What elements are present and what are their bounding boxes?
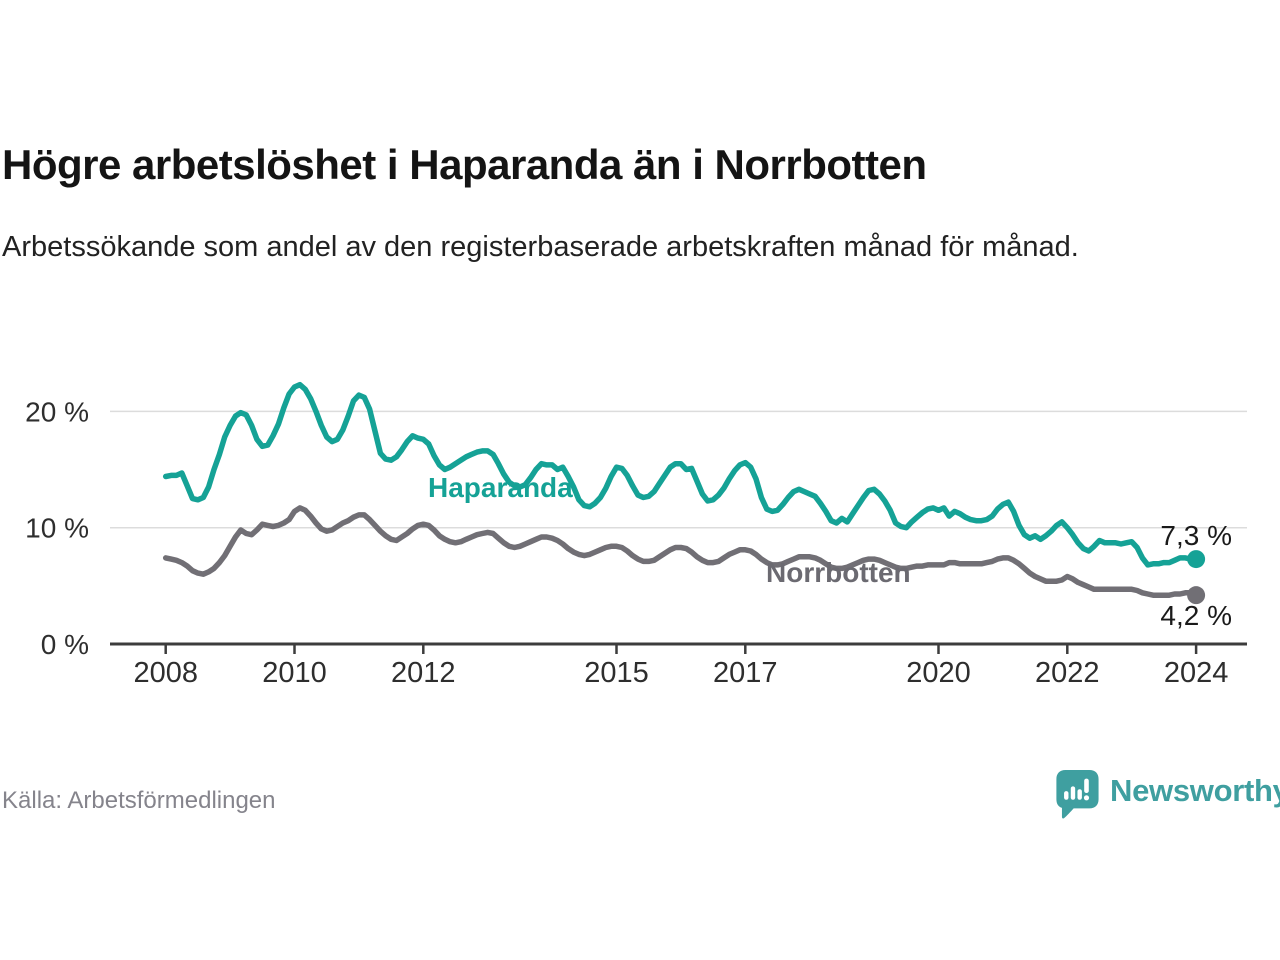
x-axis-label: 2022 [1035, 657, 1100, 689]
end-value-haparanda: 7,3 % [1160, 520, 1232, 551]
y-axis-label: 0 % [41, 629, 89, 660]
series-label-haparanda: Haparanda [428, 472, 573, 503]
logo-bar-2 [1070, 786, 1076, 800]
series-label-norrbotten: Norrbotten [766, 557, 911, 588]
end-value-norrbotten: 4,2 % [1160, 600, 1232, 631]
x-axis-label: 2024 [1164, 657, 1229, 689]
norrbotten-line [162, 505, 1199, 598]
source-attribution: Källa: Arbetsförmedlingen [2, 787, 276, 814]
norrbotten-end-dot [1187, 586, 1206, 605]
chart-subtitle: Arbetssökande som andel av den registerb… [2, 231, 1079, 263]
haparanda-end-dot [1187, 550, 1206, 569]
newsworthy-brand: Newsworthy [1054, 768, 1280, 820]
logo-exclamation-dot [1083, 795, 1090, 801]
logo-bar-1 [1064, 791, 1069, 800]
x-axis-label: 2017 [713, 657, 778, 689]
x-axis-label: 2015 [584, 657, 649, 689]
y-axis-label: 10 % [25, 513, 89, 544]
x-axis-label: 2008 [133, 657, 198, 689]
x-axis-label: 2012 [391, 657, 456, 689]
haparanda-line [162, 381, 1199, 568]
y-axis-label: 20 % [25, 396, 89, 427]
logo-bar-3 [1077, 789, 1082, 800]
newsworthy-wordmark: Newsworthy [1110, 773, 1280, 808]
logo-exclamation-bar [1084, 778, 1089, 794]
x-axis-label: 2020 [906, 657, 971, 689]
x-axis-label: 2010 [262, 657, 327, 689]
newsworthy-logo-icon [1056, 770, 1099, 819]
page-title: Högre arbetslöshet i Haparanda än i Norr… [2, 141, 927, 188]
